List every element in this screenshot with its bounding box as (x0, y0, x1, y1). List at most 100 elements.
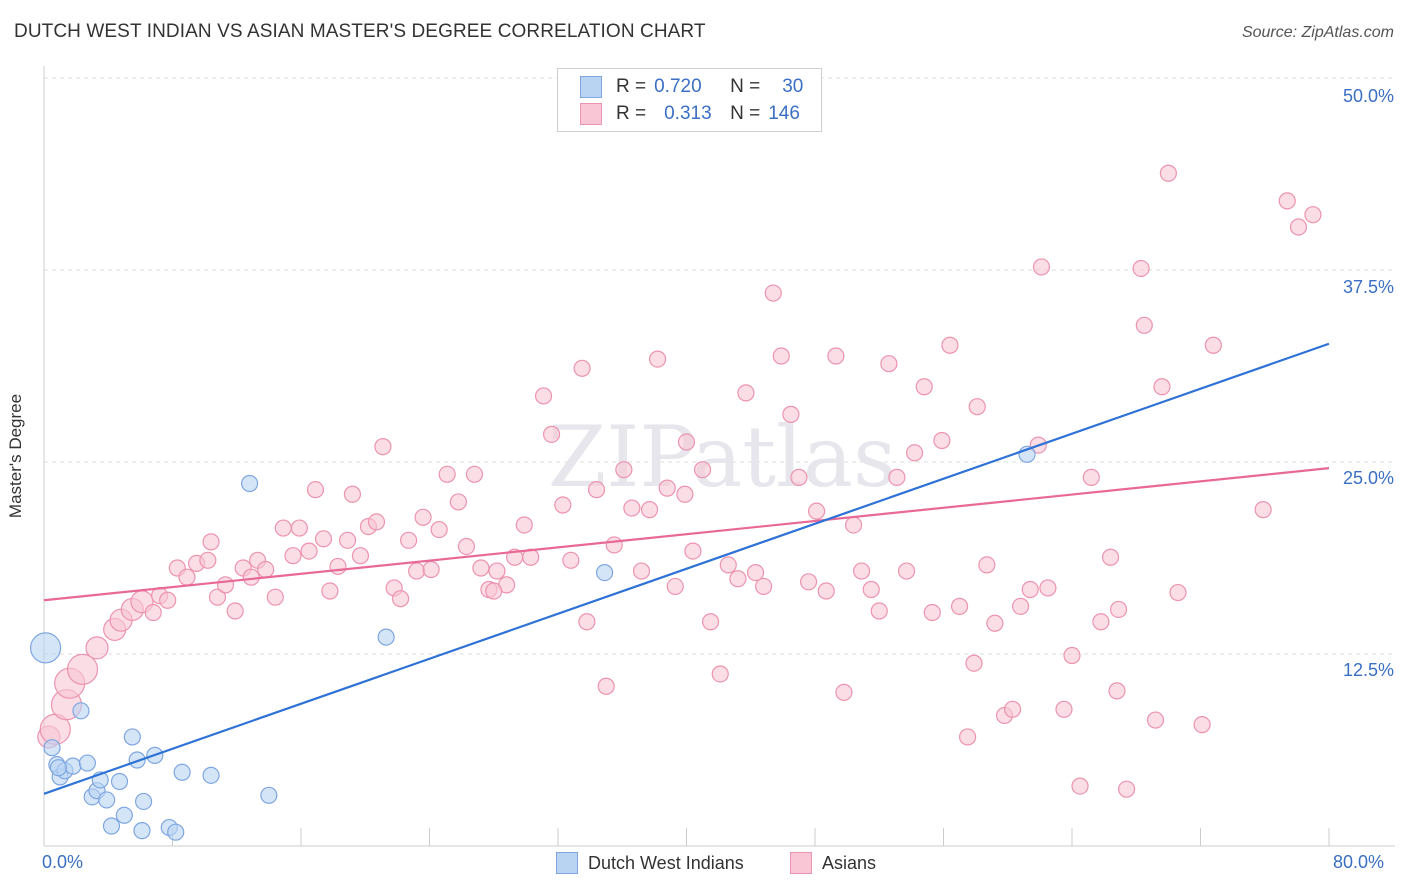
dutch-west-indian-point (173, 763, 191, 781)
asian-point (666, 577, 684, 596)
asian-point (542, 425, 561, 443)
dutch-west-indian-point (98, 791, 116, 809)
legend-n-label: N = (730, 103, 761, 124)
asian-point (485, 582, 503, 600)
chart-title: DUTCH WEST INDIAN VS ASIAN MASTER'S DEGR… (14, 21, 706, 42)
asian-point (1055, 700, 1073, 718)
asian-point (1146, 711, 1165, 729)
asian-point (772, 347, 790, 365)
asian-point (640, 501, 659, 519)
asian-point (314, 530, 333, 548)
dutch-west-indian-point (30, 632, 62, 664)
asian-point (343, 485, 361, 503)
asian-point (199, 551, 217, 569)
pink-swatch-icon (580, 103, 602, 125)
asian-point (257, 560, 275, 579)
legend-row-asians: R = 0.313 N = 146 (580, 101, 800, 127)
asian-point (880, 355, 898, 373)
asian-point (958, 728, 977, 746)
asian-point (1135, 316, 1153, 334)
asian-point (430, 520, 448, 539)
dutch-west-indian-point (72, 702, 90, 720)
asian-point (562, 551, 580, 569)
asian-point (737, 384, 755, 402)
asian-point (905, 444, 924, 462)
bottom-legend-asians: Asians (790, 852, 876, 874)
dutch-west-indian-point (43, 739, 61, 757)
asian-point (1109, 600, 1128, 619)
asian-point (1092, 613, 1110, 631)
asian-point (202, 533, 220, 551)
asian-point (615, 461, 633, 479)
legend-n-value: 30 (782, 76, 804, 97)
asian-point (1082, 468, 1100, 486)
asian-point (1204, 336, 1222, 354)
asian-point (676, 485, 694, 503)
y-tick-label-37-5: 37.5% (1342, 277, 1394, 297)
asian-point (597, 677, 615, 695)
asian-point (414, 508, 432, 526)
asian-point (1153, 378, 1171, 396)
asian-point (216, 576, 235, 594)
legend-n-label: N = (730, 76, 761, 97)
asian-point (1278, 192, 1296, 210)
asian-point (852, 562, 871, 580)
legend-row-dutch-west-indians: R = 0.720 N = 30 (580, 74, 803, 100)
asian-point (658, 479, 676, 497)
dutch-west-indian-point (102, 817, 121, 835)
y-tick-label-25: 25.0% (1342, 468, 1394, 488)
asian-point (438, 465, 456, 483)
asian-point (648, 350, 667, 368)
asian-point (329, 557, 347, 576)
asian-point (284, 547, 302, 565)
asian-point (159, 591, 177, 609)
y-tick-label-50: 50.0% (1342, 86, 1394, 106)
asian-point (711, 665, 729, 683)
asian-point (965, 654, 983, 672)
asian-point (746, 563, 765, 582)
asian-point (1032, 258, 1051, 276)
asian-point (719, 556, 737, 574)
asian-point (242, 568, 260, 586)
asian-point (790, 468, 808, 486)
asian-point (605, 536, 623, 554)
asian-point (374, 438, 392, 456)
asian-point (808, 502, 826, 520)
dutch-west-indian-point (202, 766, 220, 784)
asian-point (488, 562, 506, 580)
asian-point (835, 683, 853, 702)
asian-point (208, 588, 227, 606)
asian-point (300, 542, 318, 560)
asian-point (465, 465, 484, 483)
asian-point (799, 573, 818, 591)
asian-point (1011, 597, 1030, 615)
asian-point (950, 597, 969, 615)
asian-point (782, 405, 800, 423)
asian-point (290, 519, 308, 537)
asian-point (66, 653, 99, 685)
asian-trend-line (43, 467, 1330, 602)
asian-point (351, 547, 370, 565)
bottom-legend-dutch-west-indians: Dutch West Indians (556, 852, 744, 874)
asian-point (306, 481, 325, 499)
asian-point (684, 542, 702, 560)
asian-point (338, 531, 357, 549)
asian-point (817, 582, 835, 600)
asian-point (693, 461, 712, 479)
asian-point (578, 613, 596, 631)
asian-point (1108, 682, 1126, 700)
asian-point (632, 562, 651, 580)
asian-point (623, 499, 641, 517)
blue-swatch-icon (556, 852, 578, 874)
asian-point (764, 284, 782, 302)
blue-swatch-icon (580, 76, 602, 98)
dutch-west-indian-point (595, 563, 614, 582)
asian-point (729, 570, 747, 588)
dutch-west-indian-point (134, 792, 153, 811)
asian-point (85, 636, 109, 660)
asian-point (534, 387, 553, 405)
asian-point (226, 602, 244, 620)
asian-point (587, 481, 606, 499)
legend-r-value: 0.720 (654, 76, 702, 97)
